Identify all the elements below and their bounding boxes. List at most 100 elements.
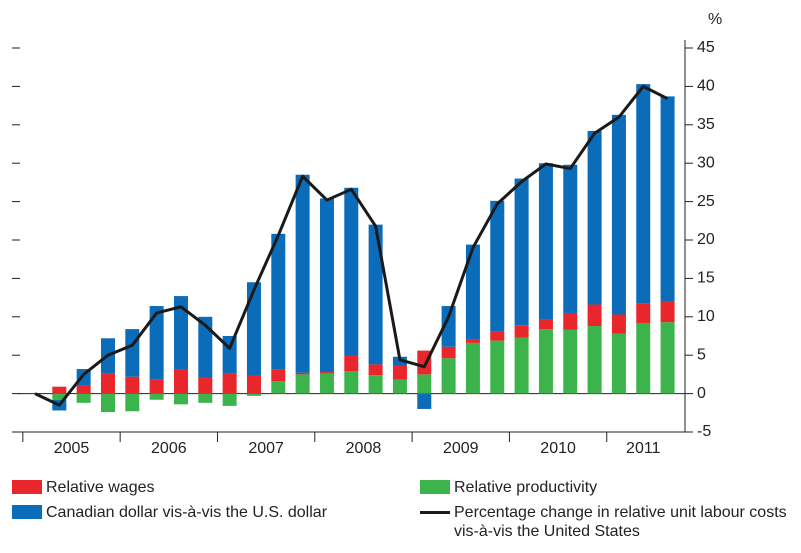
legend-item: Relative productivity xyxy=(420,478,597,497)
bar xyxy=(173,369,188,394)
bar xyxy=(636,84,651,304)
y-tick-label: 25 xyxy=(697,193,715,210)
bar xyxy=(368,375,383,394)
bar xyxy=(149,393,164,400)
x-tick-label: 2007 xyxy=(248,440,284,457)
bar xyxy=(611,114,626,315)
bar xyxy=(76,393,91,403)
bar xyxy=(660,322,675,394)
y-tick-label: 30 xyxy=(697,154,715,171)
bar xyxy=(271,381,286,394)
bar xyxy=(198,393,213,403)
legend-label: Canadian dollar vis-à-vis the U.S. dolla… xyxy=(46,504,328,521)
x-tick-label: 2011 xyxy=(626,440,661,457)
bar xyxy=(392,365,407,380)
bar xyxy=(660,96,675,302)
bar xyxy=(514,337,529,394)
legend-label: Relative productivity xyxy=(454,479,598,496)
bar xyxy=(660,301,675,323)
bar xyxy=(271,233,286,370)
legend-swatch xyxy=(12,505,42,519)
x-tick-label: 2009 xyxy=(443,440,479,457)
bar xyxy=(100,393,115,413)
bar xyxy=(295,374,310,394)
x-tick-label: 2006 xyxy=(151,440,187,457)
y-axis-label: % xyxy=(708,11,722,28)
bar xyxy=(52,393,67,400)
bar xyxy=(344,187,359,356)
bar xyxy=(100,373,115,394)
bar xyxy=(246,375,261,394)
bar xyxy=(636,303,651,323)
x-tick-label: 2008 xyxy=(346,440,382,457)
bar xyxy=(538,329,553,394)
bar xyxy=(246,282,261,376)
bar xyxy=(271,369,286,382)
bar xyxy=(563,164,578,313)
bar xyxy=(514,178,529,326)
bar xyxy=(76,385,91,394)
legend-item: Relative wages xyxy=(12,478,155,497)
bar xyxy=(173,296,188,370)
bar xyxy=(417,374,432,394)
bar xyxy=(198,377,213,394)
y-tick-label: 20 xyxy=(697,231,715,248)
bar xyxy=(587,304,602,327)
legend-item: Percentage change in relative unit labou… xyxy=(420,503,789,541)
bar xyxy=(246,393,261,396)
bar xyxy=(611,314,626,334)
bar xyxy=(295,174,310,373)
y-tick-label: 5 xyxy=(697,346,706,363)
bar xyxy=(125,393,140,412)
bar xyxy=(198,316,213,378)
y-tick-label: 45 xyxy=(697,39,715,56)
bar xyxy=(319,373,334,394)
bar xyxy=(344,355,359,372)
bar xyxy=(368,224,383,365)
legend-swatch xyxy=(420,480,450,494)
bar xyxy=(490,340,505,394)
bar xyxy=(587,130,602,305)
bar xyxy=(368,364,383,376)
legend-label: Percentage change in relative unit labou… xyxy=(454,504,787,540)
x-tick-label: 2005 xyxy=(54,440,90,457)
bar xyxy=(563,312,578,330)
bar xyxy=(222,373,237,394)
bar xyxy=(417,393,432,409)
bar xyxy=(441,346,456,359)
bar xyxy=(465,339,480,343)
bar xyxy=(441,358,456,394)
legend-item: Canadian dollar vis-à-vis the U.S. dolla… xyxy=(12,503,327,522)
y-tick-label: 10 xyxy=(697,308,715,325)
legend-swatch xyxy=(420,511,450,514)
bar xyxy=(173,393,188,405)
bar xyxy=(392,379,407,394)
y-tick-label: -5 xyxy=(697,423,711,440)
bar xyxy=(344,371,359,394)
bar xyxy=(490,331,505,341)
bar xyxy=(465,244,480,340)
bar xyxy=(295,372,310,375)
bar xyxy=(319,198,334,373)
bar xyxy=(52,386,67,394)
bar xyxy=(514,325,529,338)
bar xyxy=(125,376,140,394)
y-tick-label: 35 xyxy=(697,116,715,133)
line xyxy=(34,84,669,407)
y-tick-label: 40 xyxy=(697,78,715,95)
bar xyxy=(465,342,480,394)
bar xyxy=(149,379,164,394)
bar xyxy=(441,306,456,347)
x-tick-label: 2010 xyxy=(540,440,576,457)
bar xyxy=(149,306,164,380)
bar xyxy=(563,329,578,394)
y-tick-label: 0 xyxy=(697,385,706,402)
legend-swatch xyxy=(12,480,42,494)
bar xyxy=(319,372,334,374)
bar xyxy=(538,163,553,320)
bar xyxy=(611,333,626,394)
legend-label: Relative wages xyxy=(46,479,155,496)
bar xyxy=(636,322,651,394)
